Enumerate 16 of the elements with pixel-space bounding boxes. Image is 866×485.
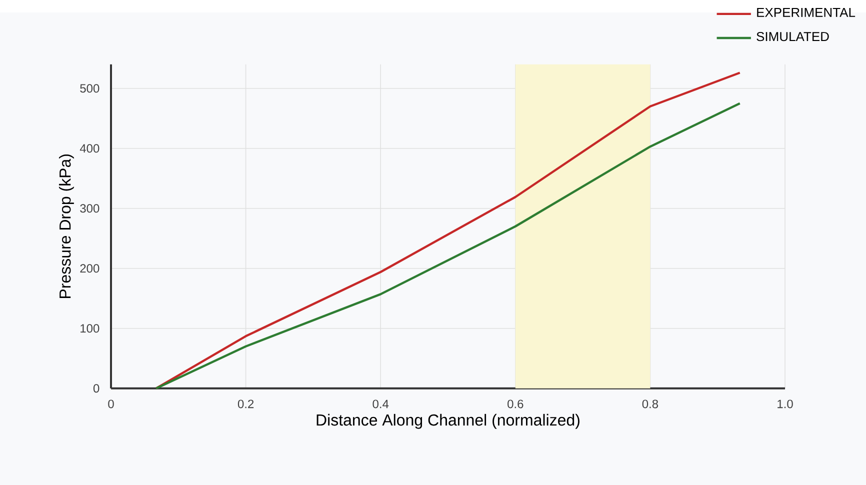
x-tick-label: 0.2	[238, 400, 254, 408]
y-tick-label: 0	[93, 384, 100, 392]
x-tick-label: 0.4	[372, 400, 389, 408]
x-tick-label: 0.8	[642, 400, 658, 408]
x-tick-label: 0.6	[508, 400, 524, 408]
y-tick-label: 500	[80, 84, 100, 92]
x-tick-label: 0	[108, 400, 114, 408]
x-axis-title: Distance Along Channel (normalized)	[316, 414, 580, 429]
y-tick-label: 400	[80, 144, 100, 152]
y-tick-label: 100	[80, 324, 100, 332]
legend-label: SIMULATED	[756, 32, 829, 41]
y-axis-title: Pressure Drop (kPa)	[58, 154, 74, 298]
x-tick-label: 1.0	[778, 400, 793, 408]
y-tick-label: 200	[80, 264, 100, 272]
y-tick-label: 300	[80, 204, 100, 212]
legend-label: EXPERIMENTAL	[757, 8, 856, 17]
